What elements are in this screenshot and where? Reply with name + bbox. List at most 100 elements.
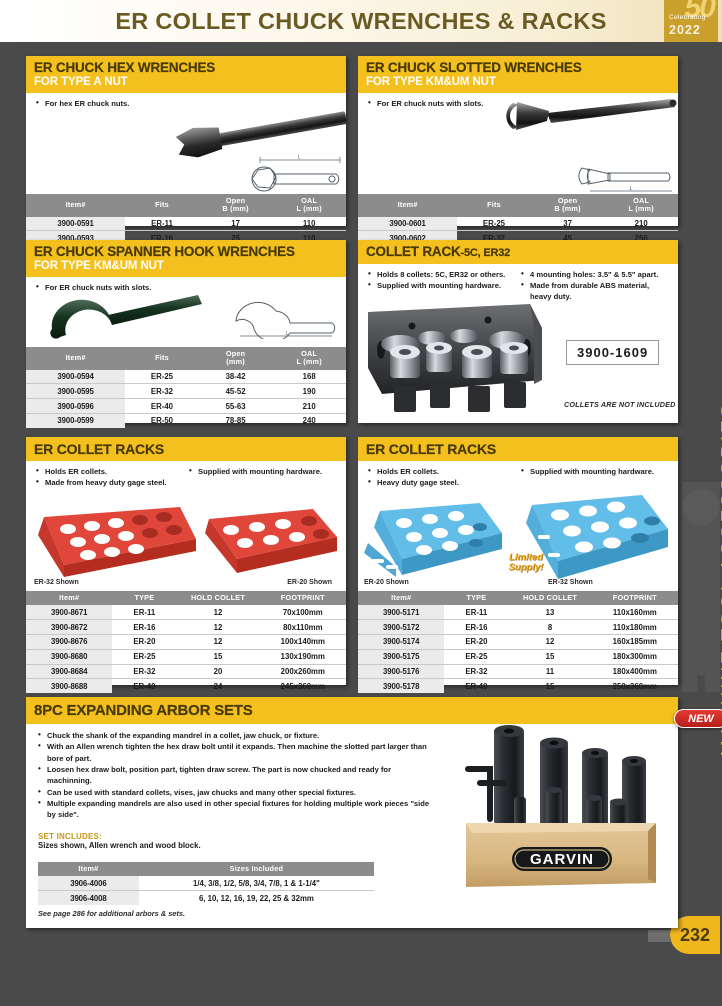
col-fits: Fits xyxy=(125,193,199,217)
bullet-item: Holds ER collets. xyxy=(368,465,515,477)
svg-text:L: L xyxy=(286,331,289,337)
page-number: 232 xyxy=(670,916,720,954)
bullet-item: For ER chuck nuts with slots. xyxy=(368,97,668,109)
col-fits: Fits xyxy=(125,346,199,370)
rack-photo-er32-blue xyxy=(508,491,676,583)
panel-header: ER CHUCK SPANNER HOOK WRENCHES FOR TYPE … xyxy=(26,240,346,277)
collets-not-included-note: COLLETS ARE NOT INCLUDED xyxy=(564,400,676,409)
rack-label-left: ER-20 Shown xyxy=(364,579,409,586)
col-item: Item# xyxy=(38,862,139,877)
col-item: Item# xyxy=(358,193,458,217)
col-type: TYPE xyxy=(112,591,177,606)
panel-subtitle: FOR TYPE KM&UM NUT xyxy=(366,76,496,89)
svg-text:GARVIN: GARVIN xyxy=(530,851,594,868)
category-sidebar: MACHINE TOOL ACCESSORIES 232 xyxy=(648,42,722,1006)
table-header-row: Item# TYPE HOLD COLLET FOOTPRINT xyxy=(358,591,678,606)
col-oal: OAL L (mm) xyxy=(272,346,346,370)
panel-slotted-wrenches: ER CHUCK SLOTTED WRENCHES FOR TYPE KM&UM… xyxy=(358,56,681,275)
panel-header: 8PC EXPANDING ARBOR SETS xyxy=(26,697,678,724)
feature-bullets: For hex ER chuck nuts. xyxy=(26,93,346,111)
table-header-row: Item# Fits Open B (mm) OAL L (mm) xyxy=(358,193,678,217)
sidebar-category-label: MACHINE TOOL ACCESSORIES xyxy=(718,402,722,757)
collet-rack-photo xyxy=(364,302,560,414)
new-badge: NEW xyxy=(674,709,722,728)
rack-photo-er20-red xyxy=(201,503,343,575)
panel-hex-wrenches: ER CHUCK HEX WRENCHES FOR TYPE A NUT For… xyxy=(26,56,348,260)
slotted-wrench-photo xyxy=(503,97,681,155)
col-footprint: FOOTPRINT xyxy=(591,591,678,606)
racks-red-table: Item# TYPE HOLD COLLET FOOTPRINT 3900-86… xyxy=(26,591,346,694)
panel-title: ER CHUCK SPANNER HOOK WRENCHES xyxy=(34,244,295,259)
panel-header: ER CHUCK SLOTTED WRENCHES FOR TYPE KM&UM… xyxy=(358,56,678,93)
table-row: 3906-4008 6, 10, 12, 16, 19, 22, 25 & 32m… xyxy=(38,890,374,905)
anniversary-badge: 50 Celebrating 2022 xyxy=(664,0,718,42)
page-header: ER COLLET CHUCK WRENCHES & RACKS 50 Cele… xyxy=(0,0,722,42)
spanner-hook-table: Item# Fits Open (mm) OAL L (mm) 3900-0594 E… xyxy=(26,346,346,428)
table-row: 3900-5175 ER-25 15 180x300mm xyxy=(358,649,678,665)
col-item: Item# xyxy=(26,193,126,217)
page-number-tab xyxy=(648,930,670,942)
hex-wrench-photo xyxy=(171,99,348,155)
table-row: 3900-0594 ER-25 38-42 168 xyxy=(26,369,346,385)
bullet-item: Can be used with standard collets, vises… xyxy=(38,786,436,798)
panel-collet-racks-blue: ER COLLET RACKS Holds ER collets. Heavy … xyxy=(358,437,678,694)
slotted-wrench-diagram: L xyxy=(576,154,676,194)
svg-text:L: L xyxy=(298,154,301,160)
col-fits: Fits xyxy=(457,193,531,217)
part-number-box: 3900-1609 xyxy=(566,340,660,365)
rack-label-right: ER-20 Shown xyxy=(287,579,332,586)
arbor-set-photo: GARVIN xyxy=(450,719,676,909)
page-title: ER COLLET CHUCK WRENCHES & RACKS xyxy=(115,7,607,34)
panel-header: ER CHUCK HEX WRENCHES FOR TYPE A NUT xyxy=(26,56,346,93)
bullet-item: Loosen hex draw bolt, position part, tig… xyxy=(38,763,436,787)
col-sizes-included: Sizes Included xyxy=(138,862,374,877)
table-row: 3900-0601 ER-25 37 210 xyxy=(358,216,678,232)
panel-title: ER CHUCK SLOTTED WRENCHES xyxy=(366,60,582,75)
bullet-item: With an Allen wrench tighten the hex dra… xyxy=(38,740,436,764)
feature-bullets: For ER chuck nuts with slots. xyxy=(26,277,346,295)
rack-label-right: ER-32 Shown xyxy=(548,579,593,586)
col-item: Item# xyxy=(26,346,126,370)
col-oal: OAL L (mm) xyxy=(604,193,678,217)
panel-title: COLLET RACK-5C, ER32 xyxy=(366,244,511,259)
feature-bullets: For ER chuck nuts with slots. xyxy=(358,93,678,111)
col-open: Open B (mm) xyxy=(198,193,273,217)
bullet-item: Holds 8 collets: 5C, ER32 or others. xyxy=(368,268,515,280)
rack-photo-er32-red xyxy=(30,499,200,579)
col-hold-collet: HOLD COLLET xyxy=(508,591,592,606)
panel-title: ER COLLET RACKS xyxy=(34,441,165,457)
table-header-row: Item# Fits Open (mm) OAL L (mm) xyxy=(26,346,346,370)
anniversary-celebrating-label: Celebrating xyxy=(669,14,706,21)
bullet-item: 4 mounting holes: 3.5" & 5.5" apart. xyxy=(521,268,668,280)
gear-icon xyxy=(682,482,720,692)
col-footprint: FOOTPRINT xyxy=(259,591,346,606)
panel-header: ER COLLET RACKS xyxy=(26,437,346,461)
svg-text:L: L xyxy=(630,186,633,192)
feature-bullets: Chuck the shank of the expanding mandrel… xyxy=(26,724,446,821)
col-open: Open (mm) xyxy=(198,346,273,370)
set-includes-text: Sizes shown, Allen wrench and wood block… xyxy=(38,841,201,850)
table-row: 3900-5174 ER-20 12 160x185mm xyxy=(358,634,678,650)
bullet-item: Supplied with mounting hardware. xyxy=(368,279,515,291)
anniversary-number: 50 xyxy=(684,0,716,24)
table-row: 3900-5171 ER-11 13 110x160mm xyxy=(358,605,678,621)
panel-collet-rack: COLLET RACK-5C, ER32 Holds 8 collets: 5C… xyxy=(358,240,678,423)
bullet-item: For ER chuck nuts with slots. xyxy=(36,281,336,293)
hook-wrench-photo xyxy=(48,293,218,349)
table-row: 3900-0591 ER-11 17 110 xyxy=(26,216,346,232)
table-row: 3900-5172 ER-16 8 110x180mm xyxy=(358,619,678,635)
bullet-item: Made from heavy duty gage steel. xyxy=(36,476,183,488)
panel-title: ER COLLET RACKS xyxy=(366,441,497,457)
col-item: Item# xyxy=(26,591,113,606)
panel-subtitle: FOR TYPE A NUT xyxy=(34,76,128,89)
limited-supply-callout: Limited Supply! xyxy=(508,552,544,573)
table-row: 3900-8688 ER-40 24 245x360mm xyxy=(26,678,346,694)
table-row: 3900-5178 ER-40 15 250x360mm xyxy=(358,678,678,694)
table-row: 3900-8671 ER-11 12 70x100mm xyxy=(26,605,346,621)
table-row: 3900-8684 ER-32 20 200x260mm xyxy=(26,664,346,680)
col-item: Item# xyxy=(358,591,445,606)
col-type: TYPE xyxy=(444,591,509,606)
bullet-item: Multiple expanding mandrels are also use… xyxy=(38,797,436,821)
table-header-row: Item# TYPE HOLD COLLET FOOTPRINT xyxy=(26,591,346,606)
see-page-footnote: See page 286 for additional arbors & set… xyxy=(38,909,186,918)
